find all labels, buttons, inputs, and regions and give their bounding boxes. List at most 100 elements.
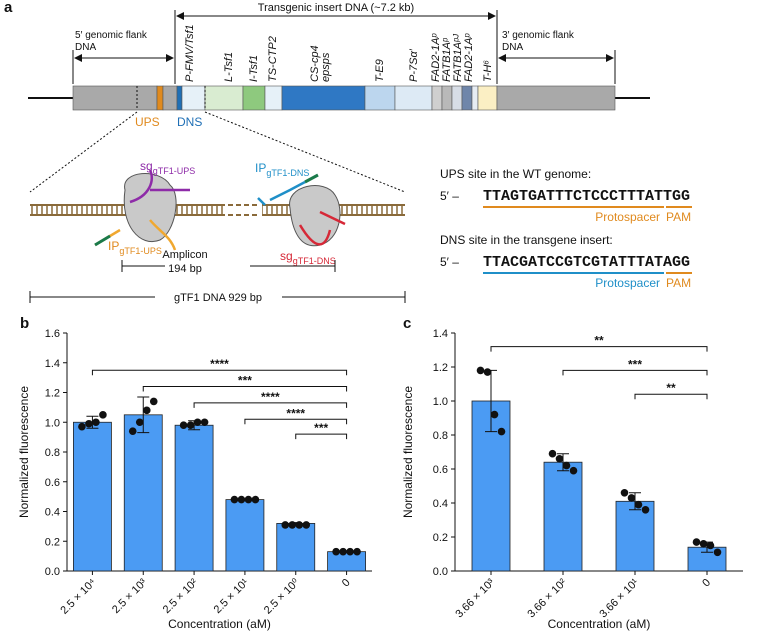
data-point [692, 538, 701, 546]
data-point [346, 547, 354, 556]
element-label: T-E9 [374, 59, 386, 82]
data-point [295, 521, 304, 529]
bar [73, 421, 112, 572]
ip-dns-label: IPgTF1-DNS [255, 161, 309, 178]
guide-rna [298, 210, 346, 246]
y-tick-label: 1.4 [45, 358, 60, 370]
element-labels: P-FMV/Tsf1 L-Tsf1 I-Tsf1 TS-CTP2 CS-cp4 … [184, 24, 494, 82]
label-sub: gTF1-UPS [119, 246, 162, 256]
x-tick-label: 2.5 × 10¹ [212, 576, 252, 616]
element-label: I-Tsf1 [248, 55, 260, 82]
significance-bracket [490, 346, 708, 352]
y-axis-label: Normalized fluorescence [17, 386, 31, 518]
x-tick-label: 3.66 × 10² [525, 576, 569, 620]
x-tick-label: 3.66 × 10³ [453, 576, 497, 620]
bar [543, 461, 583, 572]
y-tick-label: 0.4 [433, 498, 448, 510]
data-point [634, 500, 643, 509]
data-point [555, 455, 564, 463]
pam-label: PAM [666, 210, 691, 224]
significance-label: **** [261, 390, 280, 404]
element-label: TS-CTP2 [267, 36, 279, 82]
site-prefix: 5′ – [440, 255, 459, 269]
site-sequence: TTAGTGATTTCTCCCTTTATTGG [483, 188, 690, 205]
sg-ups-label: sggTF1-UPS [140, 159, 195, 176]
y-tick-label: 0.8 [45, 447, 60, 459]
label-base: sg [140, 159, 153, 173]
amplicon-bracket [29, 260, 406, 303]
probe-tag [94, 234, 111, 247]
data-point [92, 418, 100, 427]
data-point [713, 548, 722, 557]
significance-label: **** [210, 357, 229, 371]
y-tick-label: 1.6 [45, 328, 60, 340]
panel-label: a [4, 0, 13, 16]
data-point [627, 494, 636, 502]
pam-label: PAM [666, 276, 691, 290]
label-sub: gTF1-DNS [293, 256, 336, 266]
significance-label: **** [286, 406, 305, 420]
flank-label: DNA [75, 42, 96, 53]
y-tick-label: 0.0 [45, 566, 60, 578]
x-tick-label: 3.66 × 10¹ [597, 576, 641, 620]
y-tick-label: 1.4 [433, 328, 448, 340]
element-label: FAD2-1Aᵖ [463, 33, 475, 82]
protospacer-label: Protospacer [595, 276, 660, 290]
site-sequence: TTACGATCCGTCGTATTTATAGG [483, 254, 690, 271]
significance-bracket [91, 369, 348, 376]
label-base: sg [280, 249, 293, 263]
y-tick-label: 1.2 [433, 362, 448, 374]
flank-label: DNA [502, 42, 523, 53]
significance-label: *** [238, 374, 252, 388]
amplicon-label: 194 bp [168, 263, 202, 275]
zoom-line [204, 111, 406, 193]
data-point [193, 418, 202, 427]
insert-label: Transgenic insert DNA (~7.2 kb) [258, 2, 414, 14]
error-bar [137, 396, 150, 434]
probe-tag [304, 173, 319, 184]
significance-label: ** [594, 334, 604, 348]
y-axis-label: Normalized fluorescence [401, 386, 415, 518]
data-point [251, 495, 260, 504]
element-label: epsps [320, 52, 332, 82]
data-point [85, 419, 93, 428]
data-point [200, 418, 209, 427]
y-tick-label: 1.2 [45, 388, 60, 400]
x-axis-label: Concentration (aM) [548, 617, 651, 631]
data-point [288, 521, 297, 529]
site-title: UPS site in the WT genome: [440, 167, 591, 181]
flank-label: 3′ genomic flank [502, 30, 575, 41]
zoom-line [29, 111, 138, 193]
data-point [302, 521, 311, 529]
sg-dns-label: sggTF1-DNS [280, 249, 336, 266]
data-point [281, 521, 290, 529]
data-point [149, 397, 158, 406]
data-point [620, 489, 629, 497]
flank-label: 5′ genomic flank [75, 30, 148, 41]
data-point [706, 541, 715, 550]
label-base: IP [255, 161, 266, 175]
data-point [230, 495, 239, 504]
error-bar [629, 492, 641, 511]
data-point [135, 418, 144, 427]
element-label: CS-cp4 [309, 45, 321, 82]
label-sub: gTF1-UPS [153, 166, 196, 176]
x-tick-label: 0 [340, 577, 353, 590]
data-point [332, 547, 340, 556]
significance-bracket [295, 433, 348, 440]
element-label: L-Tsf1 [223, 52, 235, 82]
x-tick-label: 0 [700, 577, 713, 590]
ip-ups-label: IPgTF1-UPS [108, 239, 162, 256]
data-point [78, 422, 86, 431]
data-point [490, 410, 499, 419]
data-point [353, 547, 361, 556]
significance-bracket [562, 369, 708, 376]
significance-bracket [142, 386, 348, 392]
data-point [128, 427, 137, 435]
significance-label: *** [628, 357, 642, 371]
y-tick-label: 0.8 [433, 430, 448, 442]
element-label: FATB1Aᵖᴶ [452, 33, 464, 82]
data-point [497, 427, 506, 436]
data-point [179, 421, 188, 430]
